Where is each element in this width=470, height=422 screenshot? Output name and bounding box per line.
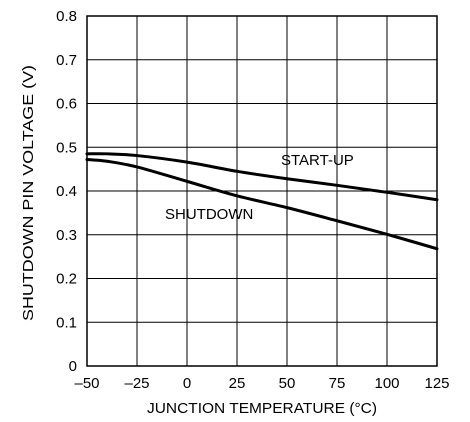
series-label-start-up: START-UP <box>281 152 354 169</box>
x-tick-label: –25 <box>124 375 149 392</box>
x-tick-label: 0 <box>183 375 191 392</box>
x-tick-label: 25 <box>229 375 246 392</box>
y-tick-label: 0.1 <box>56 314 77 331</box>
x-axis-title: JUNCTION TEMPERATURE (°C) <box>147 400 377 417</box>
y-tick-labels: 0 0.1 0.2 0.3 0.4 0.5 0.6 0.7 0.8 <box>56 8 77 375</box>
y-tick-label: 0.8 <box>56 8 77 25</box>
series-line-start-up <box>85 152 439 202</box>
y-tick-label: 0 <box>69 358 77 375</box>
x-tick-label: 100 <box>374 375 399 392</box>
x-tick-label: –50 <box>74 375 99 392</box>
x-tick-label: 125 <box>424 375 449 392</box>
x-tick-labels: –50 –25 0 25 50 75 100 125 <box>74 375 449 392</box>
y-tick-label: 0.2 <box>56 271 77 288</box>
y-axis-title: SHUTDOWN PIN VOLTAGE (V) <box>20 65 37 321</box>
x-tick-label: 50 <box>279 375 296 392</box>
series-lines <box>85 152 439 251</box>
plot-frame <box>86 15 438 367</box>
series-line-shutdown <box>85 158 439 251</box>
x-tick-label: 75 <box>329 375 346 392</box>
series-label-shutdown: SHUTDOWN <box>165 206 253 223</box>
y-tick-label: 0.7 <box>56 52 77 69</box>
y-tick-label: 0.3 <box>56 227 77 244</box>
y-tick-label: 0.5 <box>56 139 77 156</box>
y-tick-label: 0.6 <box>56 96 77 113</box>
y-tick-label: 0.4 <box>56 183 77 200</box>
